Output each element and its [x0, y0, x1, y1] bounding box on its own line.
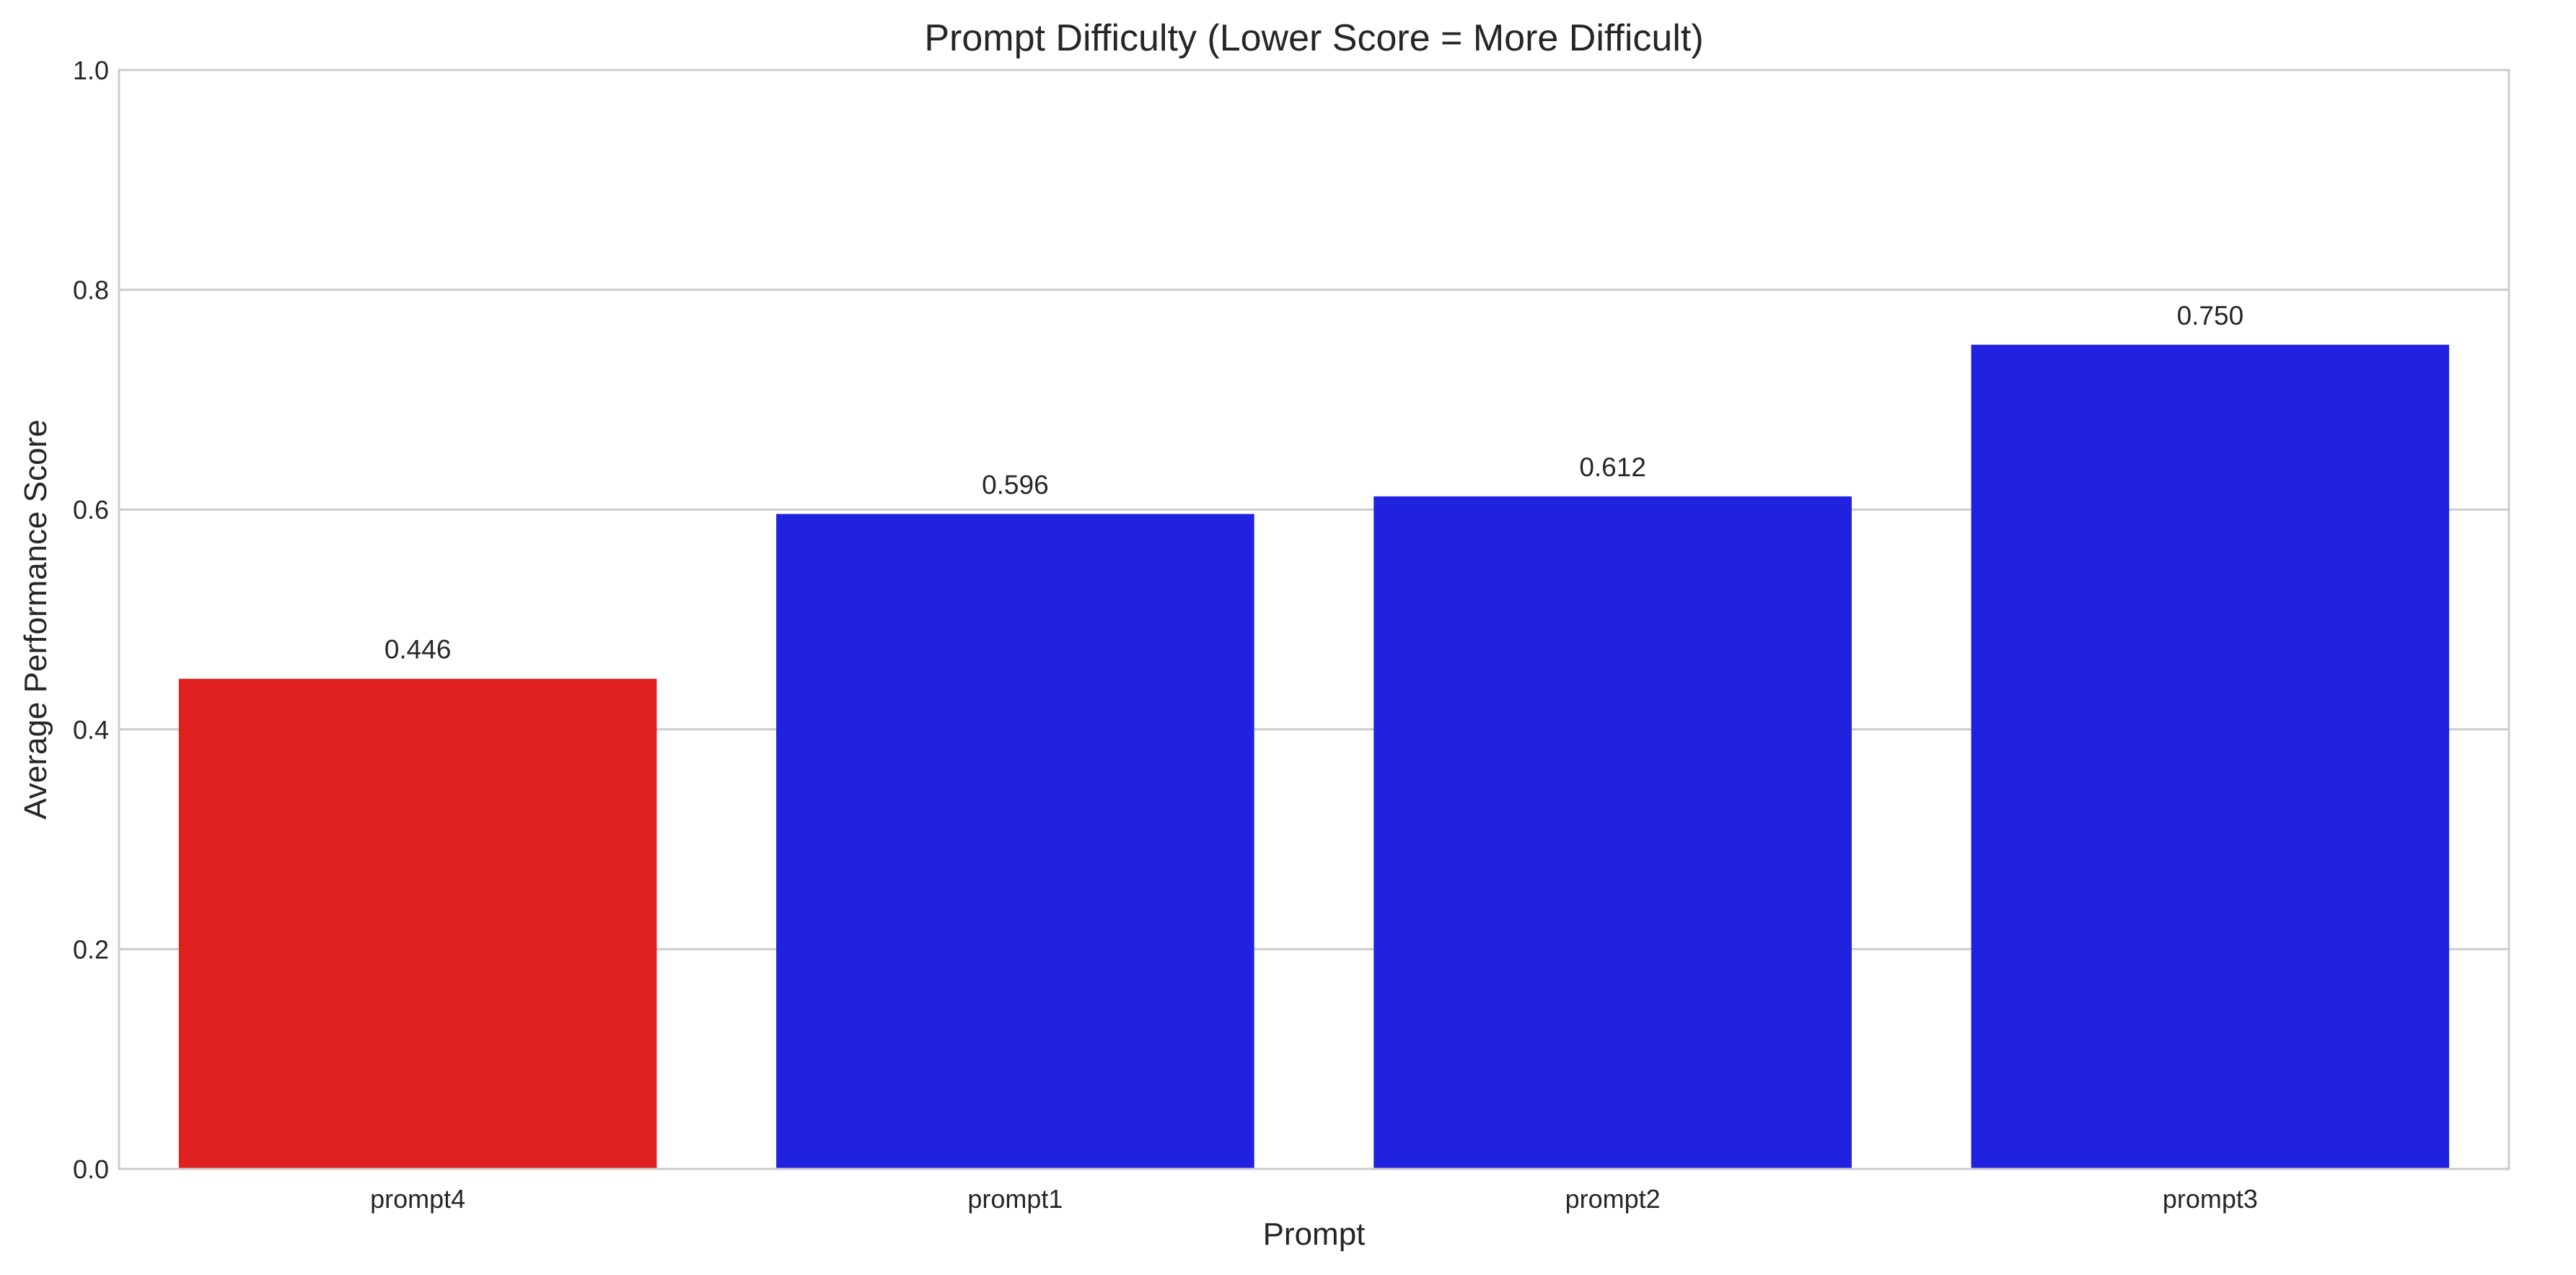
bar-prompt4: [178, 678, 657, 1169]
bar-prompt3: [1971, 344, 2450, 1169]
y-axis-label: Average Performance Score: [18, 419, 53, 819]
y-tick-label: 0.4: [73, 715, 109, 745]
data-label-prompt3: 0.750: [2177, 301, 2244, 330]
y-tick-label: 1.0: [73, 56, 109, 85]
x-tick-label-prompt3: prompt3: [2163, 1184, 2258, 1214]
y-tick-label: 0.0: [73, 1154, 109, 1184]
bar-prompt2: [1373, 496, 1852, 1169]
data-label-prompt2: 0.612: [1579, 452, 1646, 482]
bars-layer: [178, 344, 2450, 1169]
plot-frame: [118, 69, 2510, 1170]
y-tick-label: 0.6: [73, 495, 109, 525]
x-tick-label-prompt4: prompt4: [370, 1184, 465, 1214]
ticks-layer: 0.0 0.2 0.4 0.6 0.8 1.0 prompt4 prompt1 prompt2 p…: [73, 56, 2258, 1214]
bar-prompt1: [776, 514, 1254, 1169]
data-label-prompt4: 0.446: [384, 635, 452, 665]
x-tick-label-prompt2: prompt2: [1565, 1184, 1661, 1214]
x-axis-label: Prompt: [1263, 1217, 1366, 1252]
y-tick-label: 0.2: [73, 934, 109, 964]
chart-title: Prompt Difficulty (Lower Score = More Di…: [924, 17, 1703, 59]
x-tick-label-prompt1: prompt1: [967, 1184, 1063, 1214]
data-label-prompt1: 0.596: [982, 470, 1049, 499]
labels-layer: 0.446 0.596 0.612 0.750: [384, 301, 2243, 665]
y-tick-label: 0.8: [73, 276, 109, 305]
